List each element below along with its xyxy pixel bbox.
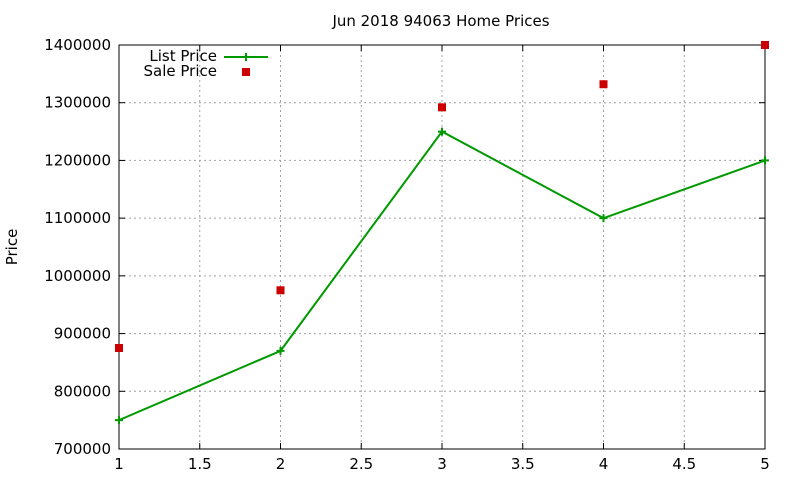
x-tick-label: 1 — [114, 455, 124, 473]
legend: List Price Sale Price — [144, 47, 268, 80]
chart-title: Jun 2018 94063 Home Prices — [331, 12, 549, 30]
list-price-point — [761, 156, 769, 165]
x-tick-label: 1.5 — [188, 455, 212, 473]
legend-marker-list-price — [242, 53, 250, 61]
y-tick-label: 1100000 — [44, 209, 111, 227]
y-tick-label: 1400000 — [44, 36, 111, 54]
y-tick-label: 1000000 — [44, 267, 111, 285]
sale-price-point — [438, 103, 446, 112]
y-axis-label: Price — [3, 229, 21, 266]
y-tick-label: 1200000 — [44, 151, 111, 169]
sale-price-point — [761, 41, 769, 49]
x-tick-label: 3 — [437, 455, 447, 473]
sale-price-point — [276, 286, 285, 295]
x-tick-label: 5 — [760, 455, 770, 473]
legend-label-sale-price: Sale Price — [144, 62, 217, 80]
sale-price-point — [115, 344, 123, 352]
y-tick-label: 900000 — [54, 325, 111, 343]
series — [115, 41, 769, 425]
x-tick-label: 4.5 — [672, 455, 696, 473]
sale-price-point — [599, 80, 608, 89]
axis-ticks: 1 1.5 2 2.5 3 3.5 4 4.5 5 700000 800000 900000 10000… — [44, 36, 770, 473]
x-tick-label: 3.5 — [511, 455, 535, 473]
list-price-point — [115, 416, 123, 425]
x-tick-label: 2.5 — [349, 455, 373, 473]
list-price-point — [599, 214, 608, 223]
x-tick-label: 2 — [276, 455, 286, 473]
grid — [119, 45, 765, 449]
list-price-point — [276, 346, 285, 355]
y-tick-label: 1300000 — [44, 94, 111, 112]
y-tick-label: 800000 — [54, 382, 111, 400]
y-tick-label: 700000 — [54, 440, 111, 458]
list-price-point — [438, 127, 446, 136]
legend-label-list-price: List Price — [149, 47, 217, 65]
legend-marker-sale-price — [242, 68, 250, 76]
x-tick-label: 4 — [599, 455, 609, 473]
